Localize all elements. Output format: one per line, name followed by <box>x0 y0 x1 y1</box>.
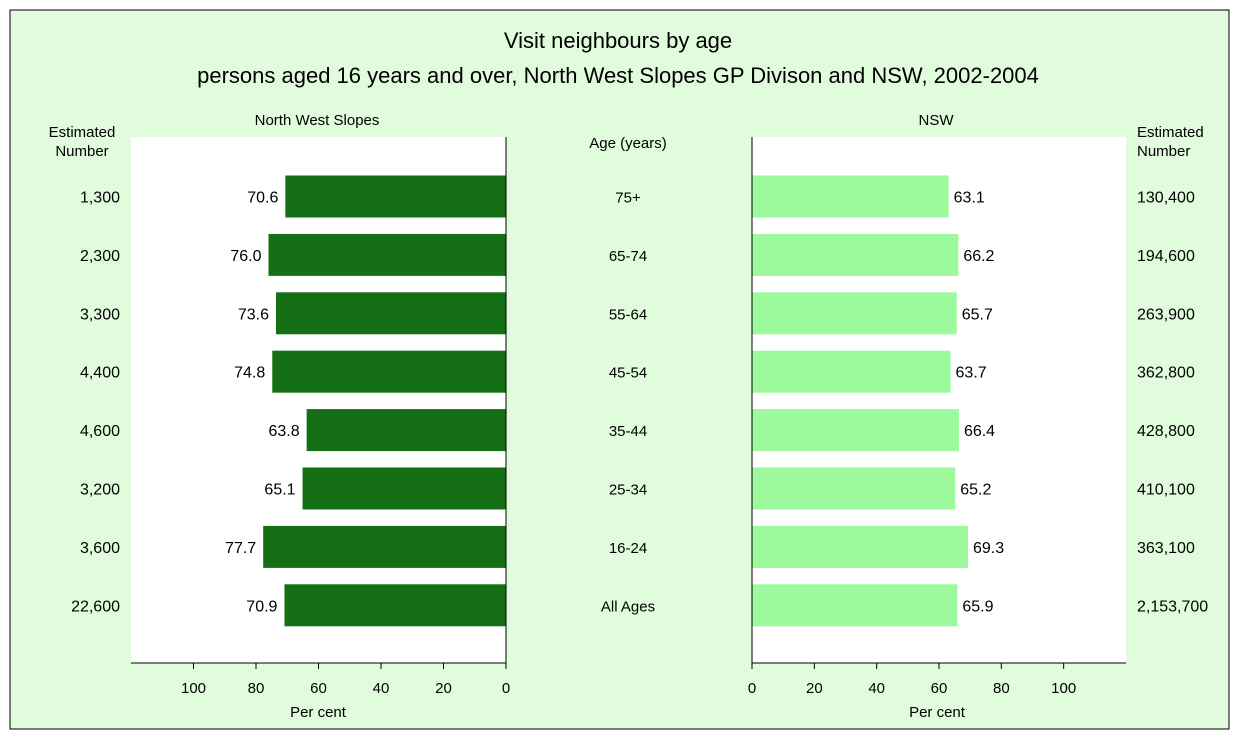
bar-north-west-slopes <box>306 409 506 452</box>
estimated-number-north-west-slopes: 2,300 <box>80 248 120 265</box>
value-label-north-west-slopes: 65.1 <box>264 482 295 499</box>
category-label: 16-24 <box>609 540 647 557</box>
category-label: 75+ <box>615 190 641 207</box>
value-label-north-west-slopes: 70.9 <box>246 598 277 615</box>
value-label-north-west-slopes: 73.6 <box>238 306 269 323</box>
category-label: 45-54 <box>609 365 647 382</box>
left-x-tick-label: 80 <box>248 680 265 697</box>
estimated-number-nsw: 263,900 <box>1137 306 1195 323</box>
estimated-number-nsw: 428,800 <box>1137 423 1195 440</box>
bar-nsw <box>752 409 959 452</box>
category-label: 55-64 <box>609 306 647 323</box>
right-x-tick-label: 100 <box>1051 680 1076 697</box>
left-x-tick-label: 0 <box>502 680 510 697</box>
bar-north-west-slopes <box>263 525 506 568</box>
left-panel-title: North West Slopes <box>255 112 380 129</box>
category-label: All Ages <box>601 598 655 615</box>
bar-north-west-slopes <box>302 467 506 510</box>
value-label-nsw: 63.7 <box>956 365 987 382</box>
chart-subtitle: persons aged 16 years and over, North We… <box>197 63 1039 88</box>
bar-nsw <box>752 525 968 568</box>
left-x-tick-label: 20 <box>435 680 452 697</box>
value-label-north-west-slopes: 63.8 <box>268 423 299 440</box>
bar-nsw <box>752 175 949 218</box>
bar-nsw <box>752 292 957 335</box>
estimated-number-north-west-slopes: 3,300 <box>80 306 120 323</box>
value-label-north-west-slopes: 76.0 <box>230 248 261 265</box>
estimated-number-north-west-slopes: 1,300 <box>80 190 120 207</box>
estimated-number-north-west-slopes: 4,600 <box>80 423 120 440</box>
category-header: Age (years) <box>589 135 667 152</box>
left-x-tick-label: 60 <box>310 680 327 697</box>
estimated-number-nsw: 130,400 <box>1137 190 1195 207</box>
right-panel-title: NSW <box>919 112 955 129</box>
category-label: 65-74 <box>609 248 647 265</box>
chart-title: Visit neighbours by age <box>504 28 732 53</box>
chart-marks: 70.6 1,300 63.1 130,400 75+ 76.0 2,300 66.2 194,… <box>71 137 1208 697</box>
right-x-tick-label: 80 <box>993 680 1010 697</box>
value-label-nsw: 69.3 <box>973 540 1004 557</box>
right-x-tick-label: 20 <box>806 680 823 697</box>
left-estimated-header: Estimated Number <box>49 124 116 160</box>
bar-nsw <box>752 233 959 276</box>
bar-north-west-slopes <box>284 584 506 627</box>
left-x-tick-label: 100 <box>181 680 206 697</box>
left-plot-panel <box>131 137 506 663</box>
value-label-nsw: 66.2 <box>963 248 994 265</box>
estimated-number-north-west-slopes: 3,600 <box>80 540 120 557</box>
bar-north-west-slopes <box>285 175 506 218</box>
value-label-north-west-slopes: 77.7 <box>225 540 256 557</box>
value-label-north-west-slopes: 74.8 <box>234 365 265 382</box>
estimated-number-nsw: 410,100 <box>1137 482 1195 499</box>
estimated-number-nsw: 362,800 <box>1137 365 1195 382</box>
estimated-number-north-west-slopes: 3,200 <box>80 482 120 499</box>
bar-north-west-slopes <box>276 292 506 335</box>
bar-nsw <box>752 467 956 510</box>
estimated-number-nsw: 2,153,700 <box>1137 598 1208 615</box>
right-plot-panel <box>752 137 1126 663</box>
bar-north-west-slopes <box>268 233 506 276</box>
estimated-number-north-west-slopes: 4,400 <box>80 365 120 382</box>
right-x-tick-label: 60 <box>931 680 948 697</box>
bar-nsw <box>752 350 951 393</box>
bar-nsw <box>752 584 958 627</box>
estimated-number-nsw: 363,100 <box>1137 540 1195 557</box>
estimated-number-north-west-slopes: 22,600 <box>71 598 120 615</box>
left-x-tick-label: 40 <box>373 680 390 697</box>
category-label: 25-34 <box>609 482 647 499</box>
right-x-axis-label: Per cent <box>909 704 966 721</box>
value-label-north-west-slopes: 70.6 <box>247 190 278 207</box>
value-label-nsw: 63.1 <box>954 190 985 207</box>
value-label-nsw: 65.9 <box>962 598 993 615</box>
right-estimated-header: Estimated Number <box>1137 124 1204 160</box>
estimated-number-nsw: 194,600 <box>1137 248 1195 265</box>
right-x-tick-label: 0 <box>748 680 756 697</box>
right-x-tick-label: 40 <box>868 680 885 697</box>
left-x-axis-label: Per cent <box>290 704 347 721</box>
bar-north-west-slopes <box>272 350 506 393</box>
value-label-nsw: 65.7 <box>962 306 993 323</box>
value-label-nsw: 66.4 <box>964 423 995 440</box>
category-label: 35-44 <box>609 423 647 440</box>
value-label-nsw: 65.2 <box>960 482 991 499</box>
